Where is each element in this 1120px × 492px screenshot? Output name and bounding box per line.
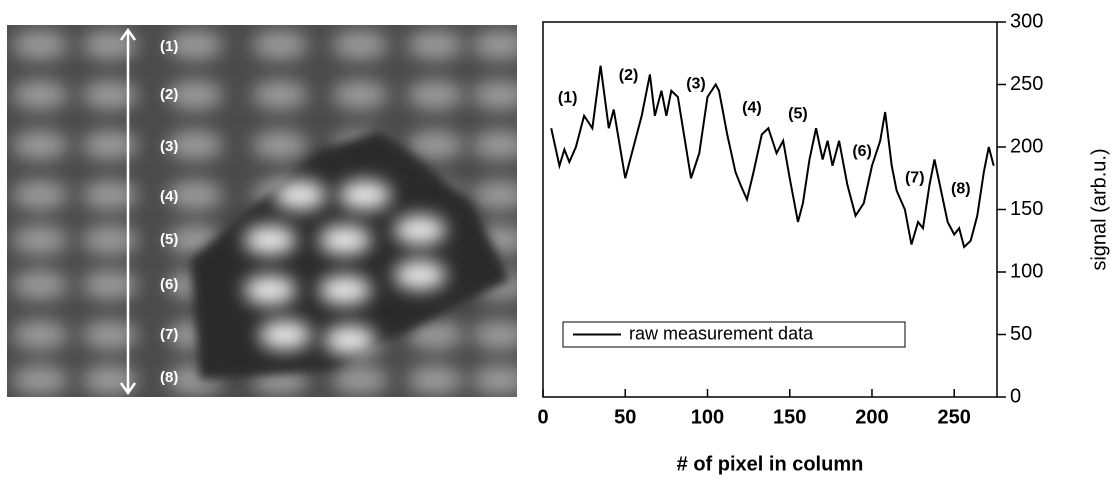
bright-spot [319,275,371,305]
row-label: (6) [160,276,178,293]
arrow-head [119,27,137,41]
texture-spot [12,30,68,60]
texture-spot [82,30,138,60]
y-axis-label: signal (arb.u.) [1088,148,1110,270]
texture-spot [12,225,68,255]
texture-spot [167,180,223,210]
texture-spot [82,130,138,160]
dark-region [190,130,510,380]
texture-spot [252,130,308,160]
texture-spot [252,30,308,60]
y-tick-label: 150 [1010,198,1043,220]
peak-annotation: (4) [742,99,762,116]
bright-spot [394,215,446,245]
bright-spot [274,180,326,210]
row-label: (2) [160,86,178,103]
arrow-head [119,382,137,396]
y-tick-label: 50 [1010,323,1032,345]
texture-spot [82,180,138,210]
texture-spot [167,130,223,160]
texture-spot [472,80,517,110]
texture-spot [472,30,517,60]
texture-spot [82,80,138,110]
y-tick-label: 250 [1010,73,1043,95]
bright-spot [259,320,311,350]
texture-spot [332,30,388,60]
peak-annotation: (3) [686,76,706,93]
peak-annotation: (5) [788,106,808,123]
peak-annotation: (1) [558,89,578,106]
bright-spot [244,275,296,305]
row-label: (8) [160,369,178,386]
texture-spot [407,30,463,60]
bright-spot [394,260,446,290]
texture-spot [82,270,138,300]
y-tick-label: 300 [1010,10,1043,32]
legend-label: raw measurement data [629,323,814,343]
texture-spot [167,80,223,110]
peak-annotation: (7) [905,169,925,186]
micrograph: (1) (2) (3) (4) (5) (6) (7) (8) [7,25,517,397]
x-tick-label: 100 [691,406,724,428]
texture-spot [407,130,463,160]
y-tick-label: 0 [1010,385,1021,407]
texture-spot [407,365,463,395]
texture-spot [12,130,68,160]
x-tick-label: 0 [537,406,548,428]
row-label: (7) [160,326,178,343]
texture-spot [407,80,463,110]
x-tick-label: 150 [773,406,806,428]
texture-spot [12,80,68,110]
y-tick-label: 100 [1010,260,1043,282]
texture-spot [332,365,388,395]
peak-annotation: (8) [951,181,971,198]
data-line [550,65,995,249]
texture-spot [407,320,463,350]
texture-spot [12,320,68,350]
row-label: (1) [160,38,178,55]
texture-spot [472,130,517,160]
peak-annotation: (2) [619,67,639,84]
x-tick-label: 250 [938,406,971,428]
texture-spot [472,180,517,210]
bright-spot [244,225,296,255]
bright-spot [339,180,391,210]
texture-spot [82,225,138,255]
x-axis-label: # of pixel in column [677,453,864,475]
row-label: (4) [160,188,178,205]
bright-spot [324,325,376,355]
y-tick-label: 200 [1010,135,1043,157]
x-tick-label: 200 [855,406,888,428]
texture-spot [167,30,223,60]
x-tick-label: 50 [614,406,636,428]
texture-spot [472,320,517,350]
row-label: (3) [160,138,178,155]
texture-spot [82,320,138,350]
texture-spot [472,365,517,395]
row-label: (5) [160,231,178,248]
texture-spot [12,365,68,395]
texture-spot [12,270,68,300]
texture-spot [252,80,308,110]
texture-spot [332,80,388,110]
peak-annotation: (6) [852,143,872,160]
bright-spot [319,225,371,255]
texture-spot [12,180,68,210]
